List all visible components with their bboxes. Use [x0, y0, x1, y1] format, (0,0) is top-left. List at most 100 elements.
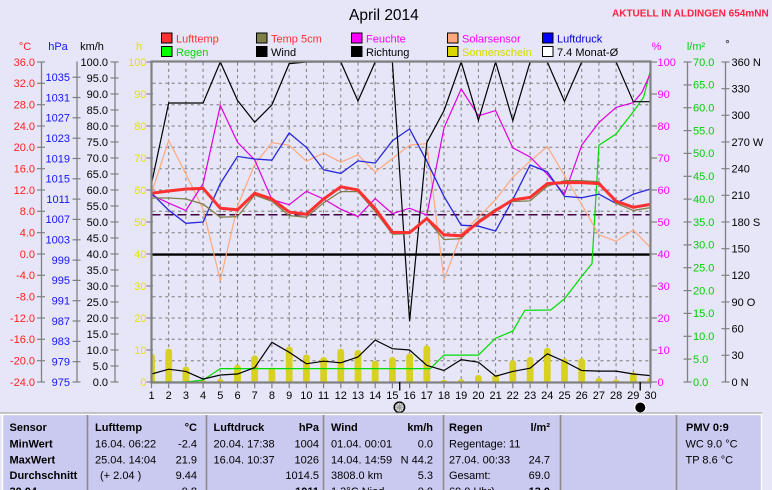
svg-text:18: 18 [438, 390, 450, 402]
svg-text:Regen: Regen [449, 422, 483, 434]
svg-text:25: 25 [558, 390, 570, 402]
svg-text:15: 15 [386, 390, 398, 402]
svg-text:70: 70 [134, 153, 146, 165]
svg-text:12: 12 [335, 390, 347, 402]
svg-text:1004: 1004 [295, 438, 319, 450]
svg-text:5.0: 5.0 [93, 361, 108, 373]
svg-text:16: 16 [403, 390, 415, 402]
svg-text:km/h: km/h [407, 422, 433, 434]
svg-text:Sonnenschein: Sonnenschein [462, 47, 532, 59]
svg-text:Luftdruck: Luftdruck [557, 34, 603, 46]
svg-text:Wind: Wind [331, 422, 358, 434]
svg-text:MinWert: MinWert [10, 438, 54, 450]
svg-text:30: 30 [644, 390, 656, 402]
svg-text:60.0: 60.0 [693, 103, 714, 115]
svg-text:17: 17 [421, 390, 433, 402]
svg-text:300: 300 [732, 110, 750, 122]
svg-text:40.0: 40.0 [693, 194, 714, 206]
svg-text:120: 120 [732, 270, 750, 282]
svg-text:1014.5: 1014.5 [285, 470, 319, 482]
svg-text:6: 6 [234, 390, 240, 402]
svg-text:20: 20 [134, 313, 146, 325]
svg-text:April 2014: April 2014 [349, 7, 419, 24]
svg-text:1015: 1015 [46, 174, 70, 186]
svg-text:30.0: 30.0 [87, 281, 108, 293]
svg-text:hPa: hPa [48, 41, 68, 53]
svg-text:22: 22 [507, 390, 519, 402]
svg-text:0.0: 0.0 [418, 486, 433, 490]
svg-text:983: 983 [52, 336, 70, 348]
svg-text:N 44.2: N 44.2 [401, 454, 433, 466]
svg-text:60: 60 [732, 324, 744, 336]
svg-text:1027: 1027 [46, 113, 70, 125]
svg-text:0: 0 [140, 377, 146, 389]
svg-text:1031: 1031 [46, 92, 70, 104]
svg-text:69.0 Uhr): 69.0 Uhr) [449, 486, 495, 490]
svg-text:l/m²: l/m² [687, 41, 706, 53]
svg-text:7.4 Monat-Ø: 7.4 Monat-Ø [557, 47, 619, 59]
svg-text:90: 90 [134, 89, 146, 101]
svg-text:80: 80 [134, 121, 146, 133]
svg-text:55.0: 55.0 [87, 201, 108, 213]
svg-text:WC 9.0 °C: WC 9.0 °C [686, 438, 738, 450]
svg-text:5.0: 5.0 [693, 354, 708, 366]
svg-text:60: 60 [134, 185, 146, 197]
svg-text:hPa: hPa [299, 422, 320, 434]
svg-text:Sensor: Sensor [10, 422, 48, 434]
svg-text:0 N: 0 N [732, 377, 749, 389]
svg-text:35.0: 35.0 [693, 217, 714, 229]
svg-text:25.0: 25.0 [87, 297, 108, 309]
svg-text:65.0: 65.0 [693, 80, 714, 92]
svg-text:Regen: Regen [176, 47, 208, 59]
svg-text:24: 24 [541, 390, 553, 402]
svg-text:15.0: 15.0 [87, 329, 108, 341]
svg-text:01.04. 00:01: 01.04. 00:01 [331, 438, 392, 450]
svg-text:65.0: 65.0 [87, 169, 108, 181]
svg-text:975: 975 [52, 377, 70, 389]
svg-text:35.0: 35.0 [87, 265, 108, 277]
svg-text:45.0: 45.0 [693, 171, 714, 183]
svg-text:Solarsensor: Solarsensor [462, 34, 521, 46]
svg-text:-16.0: -16.0 [10, 334, 35, 346]
svg-text:5: 5 [217, 390, 223, 402]
svg-text:21.9: 21.9 [176, 454, 197, 466]
svg-text:80: 80 [658, 121, 670, 133]
svg-text:°C: °C [19, 41, 31, 53]
svg-text:1003: 1003 [46, 235, 70, 247]
svg-text:69.0: 69.0 [529, 470, 550, 482]
svg-text:3808.0 km: 3808.0 km [331, 470, 382, 482]
svg-text:270 W: 270 W [732, 137, 764, 149]
svg-text:km/h: km/h [80, 41, 104, 53]
svg-text:0.0: 0.0 [693, 377, 708, 389]
svg-text:50: 50 [134, 217, 146, 229]
svg-text:°C: °C [185, 422, 197, 434]
svg-text:23: 23 [524, 390, 536, 402]
svg-text:20.0: 20.0 [87, 313, 108, 325]
svg-text:1019: 1019 [46, 153, 70, 165]
svg-text:95.0: 95.0 [87, 73, 108, 85]
svg-text:25.0: 25.0 [693, 263, 714, 275]
svg-text:19: 19 [455, 390, 467, 402]
svg-text:Durchschnitt: Durchschnitt [10, 470, 78, 482]
svg-text:0.0: 0.0 [20, 249, 35, 261]
svg-text:24.7: 24.7 [529, 454, 550, 466]
svg-text:27: 27 [593, 390, 605, 402]
svg-text:9: 9 [286, 390, 292, 402]
svg-text:-8.0: -8.0 [16, 292, 35, 304]
svg-text:Regentage: 11: Regentage: 11 [449, 438, 520, 450]
svg-text:90: 90 [658, 89, 670, 101]
svg-text:-12.0: -12.0 [10, 313, 35, 325]
svg-text:8: 8 [269, 390, 275, 402]
svg-text:50: 50 [658, 217, 670, 229]
svg-text:25.04. 14:04: 25.04. 14:04 [95, 454, 156, 466]
svg-text:%: % [652, 41, 662, 53]
svg-text:1011: 1011 [46, 194, 70, 206]
svg-text:Lufttemp: Lufttemp [95, 422, 142, 434]
svg-text:15.0: 15.0 [693, 308, 714, 320]
svg-text:5.3: 5.3 [418, 470, 433, 482]
svg-text:0.0: 0.0 [418, 438, 433, 450]
svg-text:13: 13 [352, 390, 364, 402]
svg-text:Wind: Wind [271, 47, 296, 59]
svg-text:30.0: 30.0 [693, 240, 714, 252]
svg-text:150: 150 [732, 244, 750, 256]
